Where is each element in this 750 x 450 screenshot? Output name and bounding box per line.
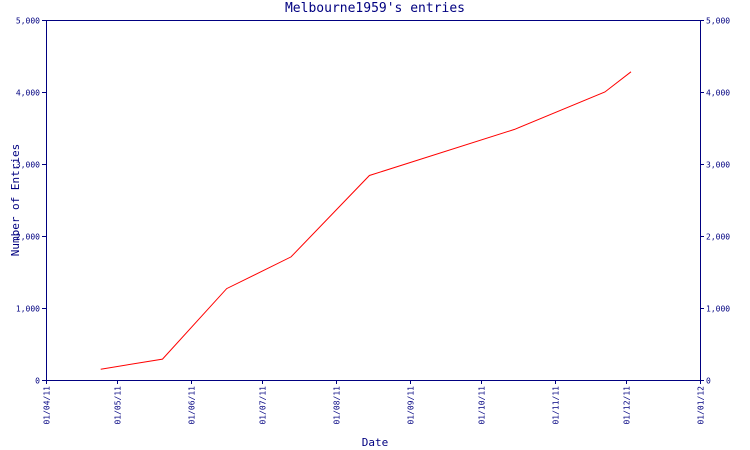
x-tick-label: 01/06/11 — [188, 386, 197, 425]
y-tick-label-left: 5,000 — [16, 17, 40, 26]
series-lines — [100, 71, 632, 370]
x-tick-label: 01/04/11 — [43, 386, 52, 425]
y-tick-label-left: 2,000 — [16, 233, 40, 242]
y-tick-label-right: 0 — [706, 377, 711, 386]
x-tick-label: 01/12/11 — [623, 386, 632, 425]
y-tick-label-left: 3,000 — [16, 161, 40, 170]
y-tick-label-right: 3,000 — [706, 161, 730, 170]
y-tick-label-left: 4,000 — [16, 89, 40, 98]
plot-area-frame — [46, 20, 701, 381]
axis-ticks: 0 0 1,000 1,000 2,000 2,000 3,000 3,000 4,000 4,0… — [16, 17, 730, 425]
y-tick-label-right: 4,000 — [706, 89, 730, 98]
x-tick-label: 01/11/11 — [552, 386, 561, 425]
y-tick-label-right: 1,000 — [706, 305, 730, 314]
y-tick-label-right: 2,000 — [706, 233, 730, 242]
x-tick-label: 01/08/11 — [333, 386, 342, 425]
series-line — [100, 71, 632, 370]
x-tick-label: 01/01/12 — [697, 386, 706, 425]
chart-title: Melbourne1959's entries — [284, 1, 465, 16]
x-axis-label: Date — [361, 436, 389, 449]
x-tick-label: 01/09/11 — [407, 386, 416, 425]
y-tick-label-left: 1,000 — [16, 305, 40, 314]
y-tick-label-left: 0 — [35, 377, 40, 386]
x-tick-label: 01/05/11 — [114, 386, 123, 425]
x-tick-label: 01/10/11 — [478, 386, 487, 425]
y-tick-label-right: 5,000 — [706, 17, 730, 26]
x-tick-label: 01/07/11 — [259, 386, 268, 425]
